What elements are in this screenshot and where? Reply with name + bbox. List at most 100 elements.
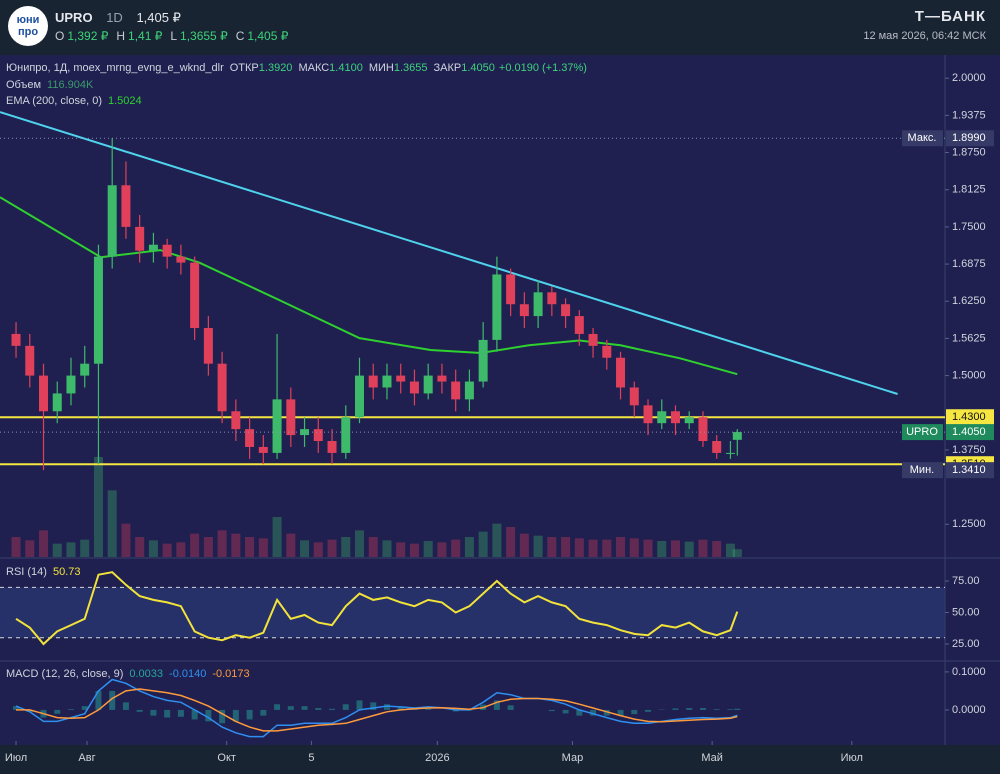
macd-histogram-bar (727, 709, 734, 710)
candle-body (561, 304, 571, 317)
header: юни про UPRO 1D 1,405 ₽ O 1,392 ₽ H 1,41 ₽ L 1… (0, 0, 1000, 55)
ema-name: EMA (200, close, 0) (6, 95, 102, 107)
x-axis-background (0, 745, 1000, 774)
logo: юни про (8, 6, 48, 46)
volume-bar (327, 539, 337, 557)
level-label: 1.4300 (952, 411, 986, 423)
interval: 1D (106, 10, 123, 25)
rsi-band (0, 587, 945, 638)
volume-bar (190, 533, 200, 557)
macd-histogram-bar (315, 708, 322, 710)
macd-histogram-bar (232, 709, 239, 722)
macd-histogram-bar (590, 709, 597, 716)
candle-body (588, 333, 598, 346)
y-tick-label: 50.00 (952, 606, 980, 618)
y-tick-label: 1.6875 (952, 258, 986, 270)
legend: RSI (14) 50.73 (6, 566, 81, 578)
macd-histogram-bar (356, 700, 363, 710)
candle-body (409, 381, 419, 394)
y-tick-label: 1.5625 (952, 332, 986, 344)
macd-histogram-bar (617, 709, 624, 716)
volume-bar (66, 542, 76, 557)
x-tick-label: Окт (217, 752, 236, 764)
volume-bar (286, 533, 296, 557)
marker-name: Макс. (908, 132, 937, 144)
candle-body (506, 274, 516, 305)
marker-value-tag (946, 424, 994, 441)
brand: Т—БАНК (914, 8, 986, 25)
volume-bar (506, 527, 516, 557)
volume-bar (354, 530, 364, 557)
legend-key: ЗАКР (434, 62, 462, 74)
macd-histogram-bar (329, 708, 336, 710)
candle-body (52, 393, 62, 412)
ohlc-value: 1,405 ₽ (247, 29, 289, 43)
macd-histogram-bar (603, 709, 610, 716)
macd-histogram-bar (645, 709, 652, 712)
candle-body (135, 226, 145, 251)
macd-histogram-bar (67, 709, 74, 710)
legend: EMA (200, close, 0) 1.5024 (6, 95, 142, 107)
volume-bar (588, 539, 598, 557)
legend-key: ОТКР (230, 62, 259, 74)
legend: Юнипро, 1Д, moex_mrng_evng_e_wknd_dlr ОТК… (6, 62, 587, 74)
macd-histogram-bar (672, 708, 679, 710)
chart-background (0, 55, 1000, 774)
macd-histogram-bar (122, 702, 129, 710)
candle-body (437, 375, 447, 382)
candle-body (93, 256, 103, 364)
y-tick-label: 0.0000 (952, 704, 986, 716)
panel-title: RSI (14) (6, 566, 47, 578)
macd-histogram-bar (383, 704, 390, 710)
ema-value: 1.5024 (108, 95, 142, 107)
volume-bar (341, 537, 351, 557)
candle-body (732, 432, 742, 440)
candle-body (670, 411, 680, 424)
panel-title: MACD (12, 26, close, 9) (6, 668, 123, 680)
y-tick-label: 1.2500 (952, 518, 986, 530)
volume-bar (519, 533, 529, 557)
y-tick-label: 1.9375 (952, 109, 986, 121)
ema-line (0, 196, 738, 376)
candle-body (286, 399, 296, 436)
legend: Объем 116.904K (6, 79, 94, 91)
candle-body (451, 381, 461, 400)
macd-histogram-bar (136, 709, 143, 712)
candle-body (684, 417, 694, 424)
candle-body (629, 387, 639, 406)
volume-bar (684, 541, 694, 557)
ticker: UPRO (55, 10, 93, 25)
candle-body (39, 375, 49, 412)
legend-value: 1.3655 (394, 62, 428, 74)
ohlc-key: O (55, 29, 65, 43)
candle-body (478, 339, 488, 382)
volume-bar (492, 523, 502, 557)
macd-histogram-bar (576, 709, 583, 716)
rsi-value: 50.73 (53, 566, 81, 578)
macd-histogram-bar (342, 704, 349, 710)
candle-body (313, 429, 323, 442)
macd-histogram-bar (507, 705, 514, 710)
ohlc-value: 1,3655 ₽ (180, 29, 228, 43)
macd-hist-value: 0.0033 (129, 668, 163, 680)
ohlc-line: O 1,392 ₽ H 1,41 ₽ L 1,3655 ₽ C 1,405 ₽ (55, 29, 296, 43)
candle-body (643, 405, 653, 424)
volume-bar (423, 541, 433, 557)
x-tick-label: Июл (5, 752, 27, 764)
macd-histogram-bar (191, 709, 198, 720)
volume-bar (121, 523, 131, 557)
volume-value: 116.904K (47, 79, 94, 91)
candle-body (80, 363, 90, 376)
legend-change: +0.0190 (+1.37%) (499, 62, 587, 74)
candle-body (245, 429, 255, 447)
macd-histogram-bar (411, 709, 418, 710)
volume-bar (245, 537, 255, 557)
macd-histogram-bar (54, 709, 61, 714)
candle-body (657, 411, 667, 424)
volume-bar (451, 539, 461, 557)
rsi-line (15, 571, 739, 646)
volume-bar (368, 537, 378, 557)
volume-bar (80, 539, 90, 557)
chart: 2.0000 1.9375 1.8750 1.8125 1.7500 1.6875 1.62… (0, 55, 1000, 774)
y-tick-label: 1.8125 (952, 184, 986, 196)
